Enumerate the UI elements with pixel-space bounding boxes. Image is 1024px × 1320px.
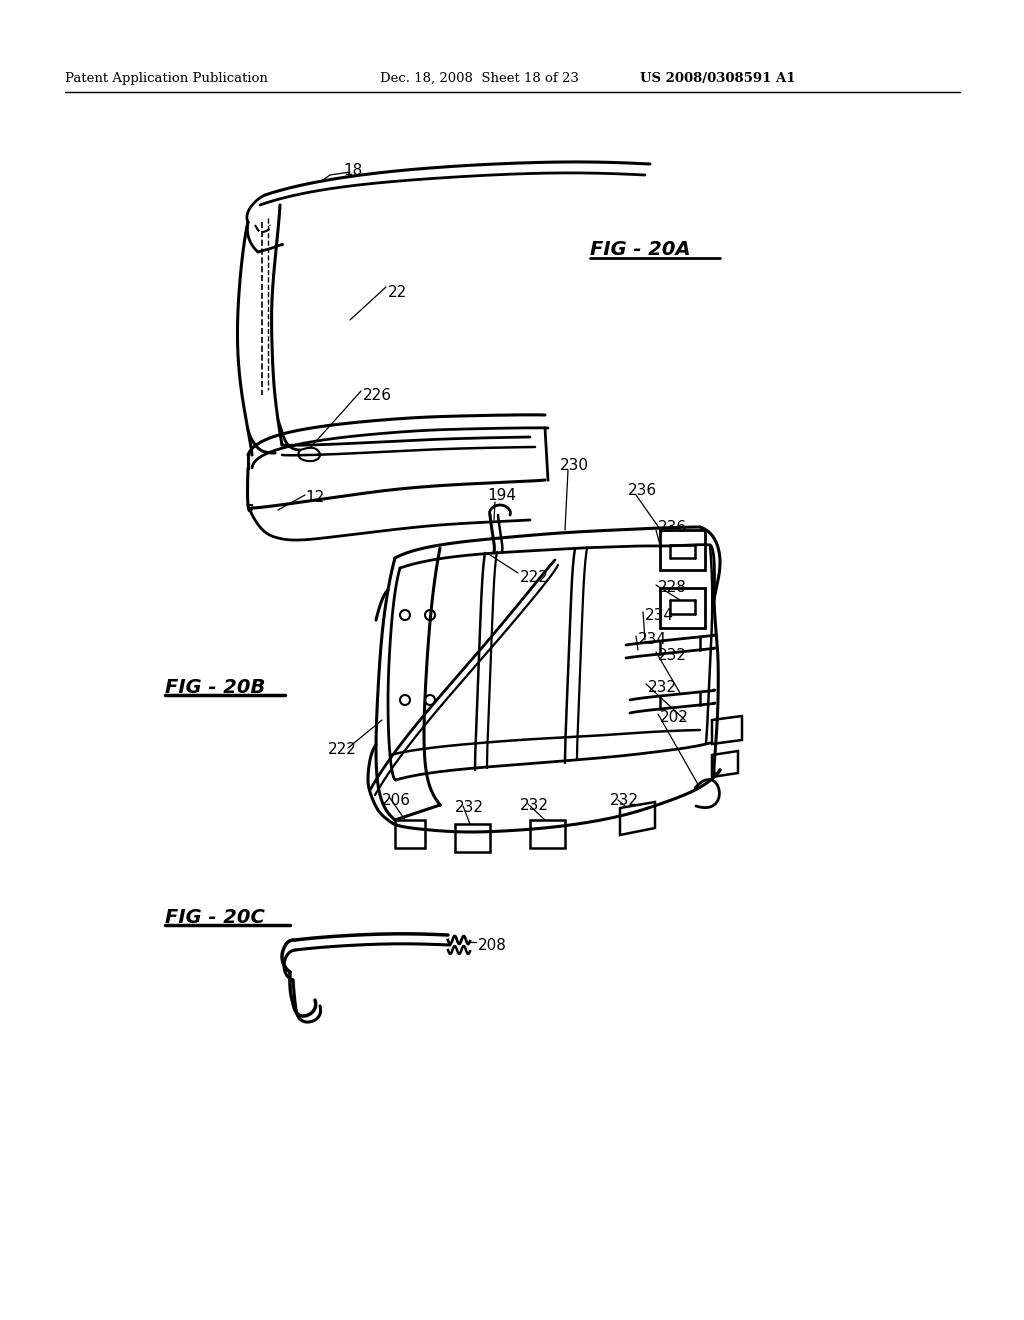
Text: 232: 232	[648, 680, 677, 696]
Text: 226: 226	[362, 388, 392, 403]
Text: 208: 208	[478, 939, 507, 953]
Text: 230: 230	[560, 458, 589, 473]
Text: 232: 232	[610, 793, 639, 808]
Text: FIG - 20C: FIG - 20C	[165, 908, 265, 927]
Text: 232: 232	[520, 799, 549, 813]
Text: 22: 22	[388, 285, 408, 300]
Text: 236: 236	[658, 520, 687, 535]
Text: 234: 234	[645, 609, 674, 623]
Text: FIG - 20B: FIG - 20B	[165, 678, 265, 697]
Text: 228: 228	[658, 579, 687, 595]
Text: 18: 18	[343, 162, 362, 178]
Text: 234: 234	[638, 632, 667, 647]
Text: Patent Application Publication: Patent Application Publication	[65, 73, 268, 84]
Text: Dec. 18, 2008  Sheet 18 of 23: Dec. 18, 2008 Sheet 18 of 23	[380, 73, 579, 84]
Text: 202: 202	[660, 710, 689, 725]
Text: FIG - 20A: FIG - 20A	[590, 240, 690, 259]
Text: US 2008/0308591 A1: US 2008/0308591 A1	[640, 73, 796, 84]
Text: 232: 232	[455, 800, 484, 814]
Text: 206: 206	[382, 793, 411, 808]
Text: 236: 236	[628, 483, 657, 498]
Text: 194: 194	[487, 488, 516, 503]
Text: 222: 222	[328, 742, 357, 756]
Text: 232: 232	[658, 648, 687, 663]
Text: 222: 222	[520, 570, 549, 585]
Text: 12: 12	[305, 490, 325, 506]
